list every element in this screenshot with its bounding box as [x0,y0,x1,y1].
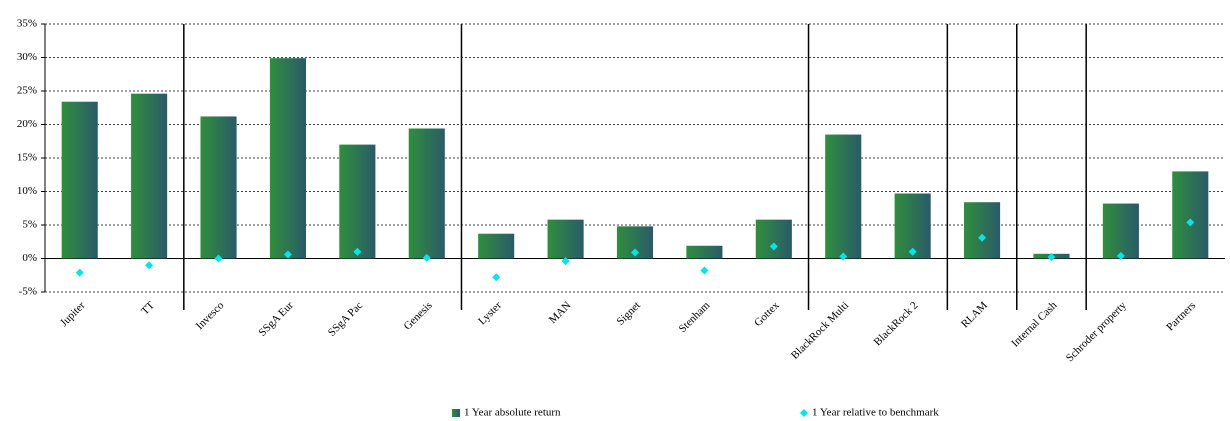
x-tick-label: Schroder property [1064,299,1129,364]
diamond-marker [769,242,778,251]
x-tick-label: BlackRock Multi [789,299,851,361]
bar [686,245,723,259]
bar [964,202,1001,259]
diamond-marker [561,257,570,266]
diamond-marker [631,248,639,257]
x-tick-label: Jupiter [58,299,88,329]
legend-label: 1 Year absolute return [464,407,561,419]
legend-label: 1 Year relative to benchmark [812,407,939,419]
y-tick-label: 15% [17,152,37,164]
x-tick-label: SSgA Eur [256,299,296,339]
x-tick-label: Genesis [402,299,435,332]
diamond-marker [353,247,362,256]
y-tick-label: 20% [17,118,37,130]
x-tick-label: Stenham [677,299,713,335]
bar [1102,203,1139,259]
x-tick-label: TT [139,299,157,317]
y-tick-label: 0% [22,252,37,264]
diamond-marker [1186,218,1195,227]
diamond-marker [145,261,154,270]
y-tick-label: 30% [17,51,37,63]
diamond-marker [839,252,848,261]
diamond-marker [422,253,431,262]
bar [755,219,792,259]
diamond-marker [908,247,917,256]
bar [1172,171,1209,259]
bar [269,58,306,259]
x-tick-label: Partners [1164,299,1198,333]
bar [131,93,168,259]
bar [894,193,931,259]
y-tick-label: 35% [17,18,37,30]
bar [200,116,237,259]
bar [478,233,515,259]
diamond-marker [700,266,709,275]
x-tick-label: RLAM [959,299,990,330]
bar [825,134,862,259]
diamond-marker [1047,253,1056,262]
y-tick-label: 5% [22,219,37,231]
bar [61,101,98,259]
x-tick-label: BlackRock 2 [872,299,921,348]
diamond-marker [75,268,84,277]
x-tick-label: Invesco [194,299,227,332]
x-tick-label: MAN [547,299,574,326]
legend-swatch [452,409,460,417]
diamond-marker [214,254,223,263]
legend-swatch [800,409,808,417]
x-tick-label: Lyster [476,299,504,327]
diamond-marker [283,250,292,259]
y-tick-label: 25% [17,85,37,97]
diamond-marker [492,273,501,282]
y-tick-label: 10% [17,185,37,197]
x-tick-label: Signet [615,299,643,327]
diamond-marker [1116,251,1125,260]
bar [339,144,376,259]
bar [547,219,584,259]
x-tick-label: SSgA Pac [326,299,365,338]
x-tick-label: Gottex [752,299,782,329]
y-tick-label: -5% [19,286,37,298]
diamond-marker [978,233,987,242]
bar [408,128,445,259]
